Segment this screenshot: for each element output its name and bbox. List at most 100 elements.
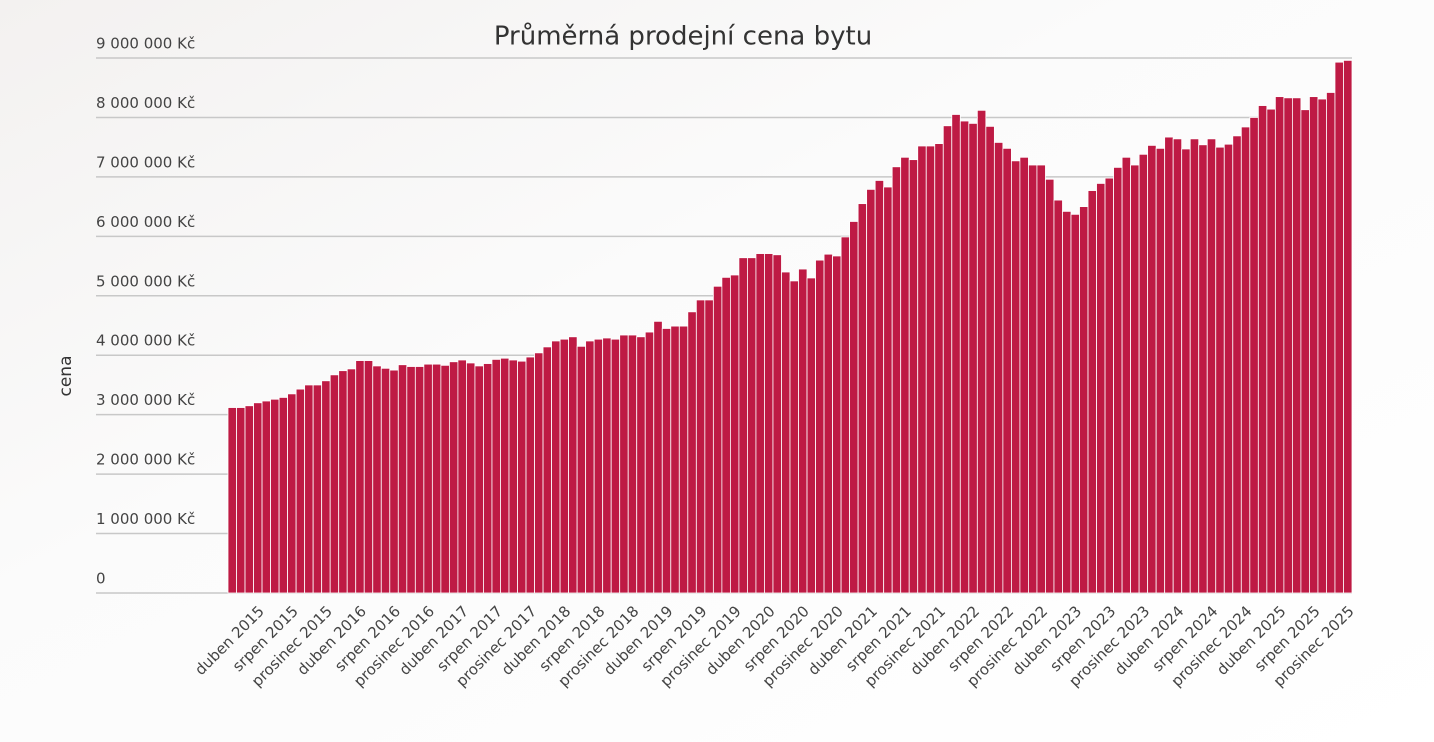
- bar: [866, 188, 876, 594]
- bar: [312, 384, 323, 594]
- y-tick-label: 0: [96, 570, 106, 588]
- bar: [1045, 178, 1055, 594]
- bar: [636, 336, 646, 594]
- bar: [525, 356, 535, 594]
- bar: [542, 346, 552, 594]
- bar: [329, 374, 340, 594]
- bar: [576, 345, 587, 594]
- bar: [857, 203, 868, 594]
- bar: [653, 320, 663, 594]
- bar: [1164, 136, 1174, 594]
- bar: [985, 125, 995, 594]
- bar: [1300, 109, 1310, 594]
- bar: [593, 338, 604, 594]
- bar: [917, 145, 927, 594]
- bar: [627, 334, 638, 594]
- bar: [678, 325, 689, 594]
- bar: [900, 156, 910, 594]
- bar: [431, 363, 442, 594]
- bar: [448, 361, 459, 594]
- bar: [1317, 98, 1327, 594]
- bar: [755, 253, 765, 594]
- bar: [610, 338, 621, 594]
- bar: [789, 280, 799, 594]
- bar: [1181, 148, 1191, 594]
- bar: [261, 400, 271, 594]
- bar: [934, 143, 944, 594]
- bar: [1010, 160, 1021, 594]
- bar: [815, 259, 825, 594]
- bar: [747, 257, 757, 594]
- bar: [568, 336, 578, 594]
- bar: [474, 365, 484, 594]
- bar: [1028, 164, 1038, 594]
- bar: [644, 331, 655, 594]
- bar: [483, 363, 493, 594]
- bar: [1291, 97, 1302, 594]
- bar: [832, 255, 842, 594]
- bar: [1215, 146, 1225, 594]
- bar: [1121, 156, 1132, 594]
- bar: [227, 407, 237, 594]
- bar: [500, 357, 510, 594]
- bar: [883, 186, 893, 594]
- bar: [764, 253, 774, 594]
- bar: [1189, 138, 1200, 594]
- bar: [440, 364, 450, 594]
- bar: [508, 359, 518, 594]
- bar: [798, 268, 808, 594]
- bar: [423, 363, 433, 594]
- bar: [687, 311, 697, 594]
- bar: [619, 334, 629, 594]
- bar: [551, 340, 561, 594]
- bar: [1334, 61, 1344, 594]
- bar: [729, 274, 740, 594]
- bar: [712, 285, 723, 594]
- bar: [1326, 92, 1336, 594]
- bar: [942, 125, 953, 594]
- bar: [959, 120, 970, 594]
- bar: [1002, 147, 1012, 594]
- bar: [1053, 199, 1063, 594]
- bar: [270, 398, 280, 594]
- y-tick-label: 8 000 000 Kč: [96, 94, 195, 112]
- bar: [823, 253, 833, 594]
- bar: [781, 271, 791, 594]
- bar: [414, 366, 425, 594]
- bar: [559, 338, 570, 594]
- bar: [993, 142, 1004, 594]
- bar: [355, 360, 365, 594]
- bar: [236, 407, 246, 594]
- bar: [278, 397, 289, 594]
- bar: [253, 402, 263, 594]
- bar: [287, 393, 297, 594]
- bar: [874, 180, 885, 594]
- bar: [457, 359, 467, 594]
- bar: [1198, 144, 1208, 594]
- bar: [695, 299, 706, 594]
- chart-title: Průměrná prodejní cena bytu: [494, 22, 872, 52]
- bar: [321, 380, 331, 594]
- bar: [585, 340, 595, 594]
- bar: [908, 159, 919, 594]
- bar: [1096, 183, 1106, 594]
- bar: [738, 257, 748, 594]
- bar: [372, 365, 382, 594]
- bar: [772, 254, 782, 594]
- y-tick-label: 6 000 000 Kč: [96, 213, 195, 231]
- bar: [1019, 156, 1029, 594]
- bar: [1130, 164, 1140, 594]
- bar: [976, 109, 987, 594]
- bar: [1062, 210, 1072, 594]
- bar: [1343, 59, 1353, 594]
- bar: [1079, 206, 1089, 594]
- bar: [1206, 138, 1217, 594]
- bar: [1240, 126, 1251, 594]
- bar: [1138, 153, 1149, 594]
- bar: [346, 368, 357, 594]
- bar: [389, 369, 399, 594]
- bar: [406, 366, 416, 594]
- y-tick-label: 7 000 000 Kč: [96, 153, 195, 171]
- bar: [951, 114, 961, 594]
